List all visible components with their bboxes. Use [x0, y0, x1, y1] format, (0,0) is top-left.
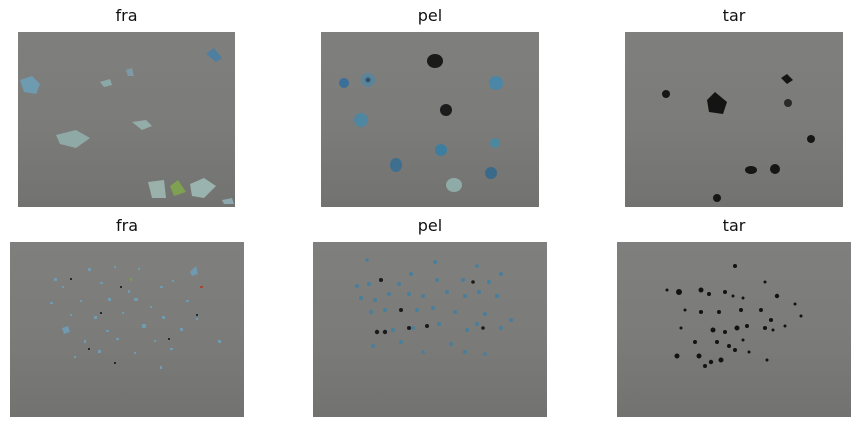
panel-tar-closeup: tar — [625, 6, 843, 207]
panel-title: fra — [115, 216, 138, 235]
panel-title: fra — [115, 6, 138, 25]
panel-tar-wide: tar — [617, 216, 851, 417]
photo-fragments-closeup — [18, 32, 235, 207]
photo-tar-closeup — [625, 32, 843, 207]
panel-pel-wide: pel — [313, 216, 547, 417]
photo-fragments-wide — [10, 242, 244, 417]
panel-title: pel — [417, 6, 443, 25]
panel-title: tar — [722, 216, 746, 235]
panel-fra-closeup: fra — [18, 6, 235, 207]
panel-title: tar — [722, 6, 746, 25]
panel-pel-closeup: pel — [321, 6, 539, 207]
panel-title: pel — [417, 216, 443, 235]
panel-fra-wide: fra — [10, 216, 244, 417]
photo-pellets-closeup — [321, 32, 539, 207]
photo-tar-wide — [617, 242, 851, 417]
photo-pellets-wide — [313, 242, 547, 417]
